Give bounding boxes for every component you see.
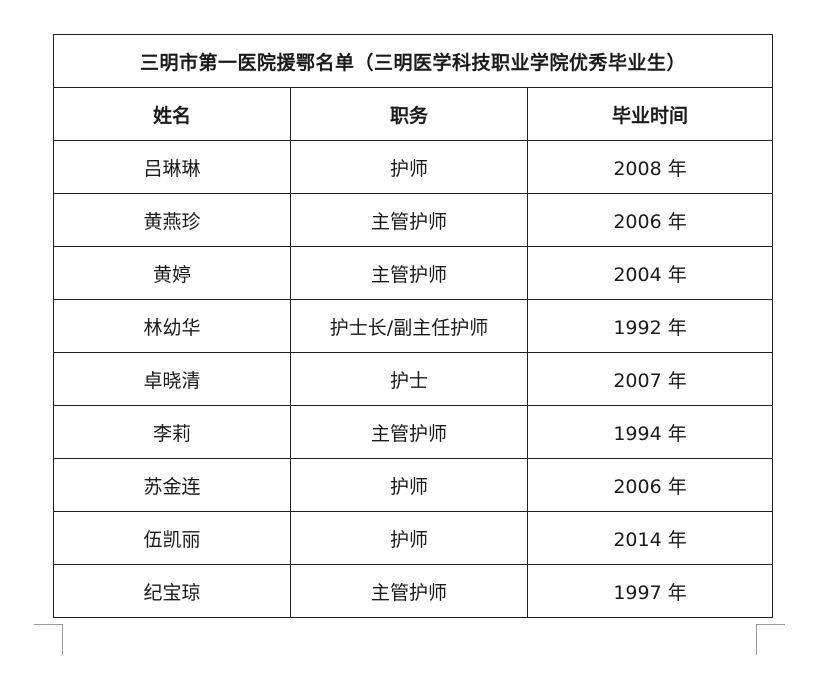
cell-role: 主管护师	[290, 193, 528, 247]
cell-name: 吕琳琳	[53, 140, 291, 194]
table-title-row: 三明市第一医院援鄂名单（三明医学科技职业学院优秀毕业生）	[52, 34, 774, 88]
cell-role: 护师	[290, 140, 528, 194]
cell-year: 2004 年	[526, 246, 774, 300]
roster-table: 三明市第一医院援鄂名单（三明医学科技职业学院优秀毕业生） 姓名 职务 毕业时间 …	[52, 34, 774, 618]
cell-name: 黄婷	[53, 246, 291, 300]
header-name: 姓名	[53, 87, 291, 141]
table-row: 吕琳琳 护师 2008 年	[53, 140, 774, 194]
cell-role: 护士	[290, 352, 528, 406]
table-row: 黄婷 主管护师 2004 年	[53, 246, 774, 300]
table-row: 苏金连 护师 2006 年	[53, 458, 774, 512]
cell-year: 2014 年	[526, 511, 774, 565]
cell-year: 1992 年	[526, 299, 774, 353]
table-row: 林幼华 护士长/副主任护师 1992 年	[53, 299, 774, 353]
cell-role: 护士长/副主任护师	[290, 299, 528, 353]
cell-year: 1994 年	[526, 405, 774, 459]
cell-name: 苏金连	[53, 458, 291, 512]
table-header-row: 姓名 职务 毕业时间	[53, 87, 774, 141]
cell-year: 2006 年	[526, 193, 774, 247]
cell-year: 1997 年	[526, 564, 774, 618]
cell-name: 伍凯丽	[53, 511, 291, 565]
cell-role: 护师	[290, 511, 528, 565]
cell-name: 纪宝琼	[53, 564, 291, 618]
cell-name: 卓晓清	[53, 352, 291, 406]
cell-role: 主管护师	[290, 246, 528, 300]
cell-name: 李莉	[53, 405, 291, 459]
page-corner-mark-left	[34, 624, 63, 655]
cell-year: 2007 年	[526, 352, 774, 406]
cell-year: 2008 年	[526, 140, 774, 194]
header-role: 职务	[290, 87, 528, 141]
table-row: 李莉 主管护师 1994 年	[53, 405, 774, 459]
cell-name: 黄燕珍	[53, 193, 291, 247]
cell-name: 林幼华	[53, 299, 291, 353]
cell-role: 主管护师	[290, 405, 528, 459]
cell-role: 护师	[290, 458, 528, 512]
cell-year: 2006 年	[526, 458, 774, 512]
table-row: 伍凯丽 护师 2014 年	[53, 511, 774, 565]
header-graduation-year: 毕业时间	[526, 87, 774, 141]
table-row: 黄燕珍 主管护师 2006 年	[53, 193, 774, 247]
table-row: 卓晓清 护士 2007 年	[53, 352, 774, 406]
cell-role: 主管护师	[290, 564, 528, 618]
table-row: 纪宝琼 主管护师 1997 年	[53, 564, 774, 618]
page-corner-mark-right	[756, 624, 785, 655]
table-title: 三明市第一医院援鄂名单（三明医学科技职业学院优秀毕业生）	[52, 34, 774, 88]
